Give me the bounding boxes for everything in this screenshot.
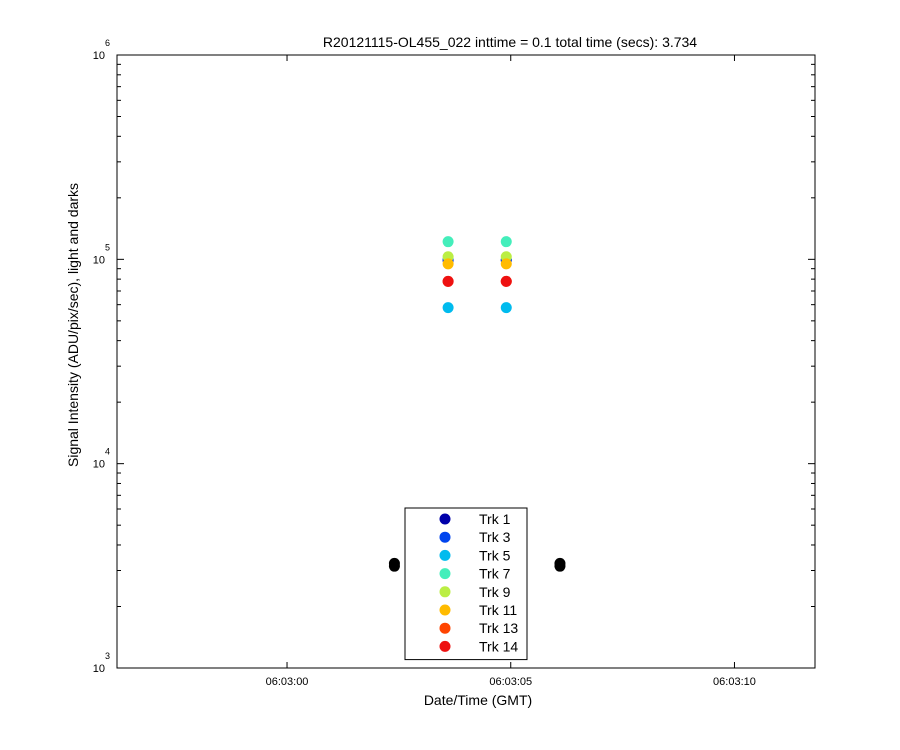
legend-label: Trk 11 xyxy=(479,602,517,618)
data-points xyxy=(388,236,566,572)
data-point xyxy=(442,258,454,270)
y-tick-exponent: 5 xyxy=(105,242,110,252)
x-axis: 06:03:00 06:03:05 06:03:10 xyxy=(266,55,756,688)
legend-marker xyxy=(439,604,451,616)
legend-marker xyxy=(439,531,451,543)
y-tick-label: 10 xyxy=(93,50,105,62)
legend-marker xyxy=(439,549,451,561)
x-tick-label: 06:03:10 xyxy=(713,676,756,688)
legend-marker xyxy=(439,640,451,652)
y-tick-exponent: 4 xyxy=(105,447,110,457)
legend-marker xyxy=(439,513,451,525)
data-point xyxy=(442,236,454,248)
y-axis-label: Signal Intensity (ADU/pix/sec), light an… xyxy=(65,183,81,467)
legend-label: Trk 5 xyxy=(479,547,511,563)
legend-label: Trk 3 xyxy=(479,529,511,545)
data-point xyxy=(500,302,512,314)
x-tick-label: 06:03:05 xyxy=(489,676,532,688)
legend-label: Trk 14 xyxy=(479,638,518,654)
dark-point xyxy=(388,560,400,572)
x-tick-label: 06:03:00 xyxy=(266,676,309,688)
legend-label: Trk 13 xyxy=(479,620,518,636)
data-point xyxy=(442,302,454,314)
legend: Trk 1 Trk 3 Trk 5 Trk 7 Trk 9 Trk 11 Trk 13 Trk… xyxy=(404,507,528,661)
data-point xyxy=(500,236,512,248)
legend-marker xyxy=(439,586,451,598)
y-tick-label: 10 xyxy=(93,459,105,471)
y-tick-label: 10 xyxy=(93,663,105,675)
legend-marker xyxy=(439,622,451,634)
legend-box xyxy=(404,507,528,661)
data-point xyxy=(500,275,512,287)
y-tick-label: 10 xyxy=(93,254,105,266)
legend-label: Trk 9 xyxy=(479,584,511,600)
legend-marker xyxy=(439,568,451,580)
y-tick-exponent: 3 xyxy=(105,651,110,661)
dark-point xyxy=(554,560,566,572)
x-axis-label: Date/Time (GMT) xyxy=(424,692,532,708)
legend-label: Trk 1 xyxy=(479,511,511,527)
data-point xyxy=(442,275,454,287)
data-point xyxy=(500,258,512,270)
y-tick-exponent: 6 xyxy=(105,38,110,48)
legend-label: Trk 7 xyxy=(479,566,511,582)
chart-title: R20121115-OL455_022 inttime = 0.1 total … xyxy=(323,34,697,50)
